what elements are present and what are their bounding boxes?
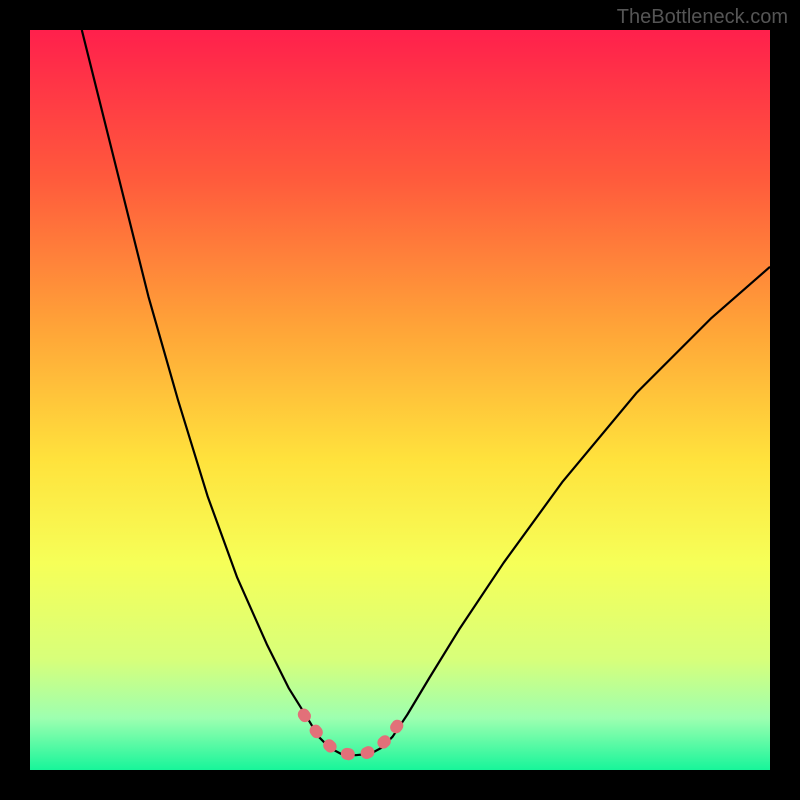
watermark-text: TheBottleneck.com (617, 6, 788, 29)
gradient-background (30, 30, 770, 770)
bottleneck-chart (30, 30, 770, 770)
